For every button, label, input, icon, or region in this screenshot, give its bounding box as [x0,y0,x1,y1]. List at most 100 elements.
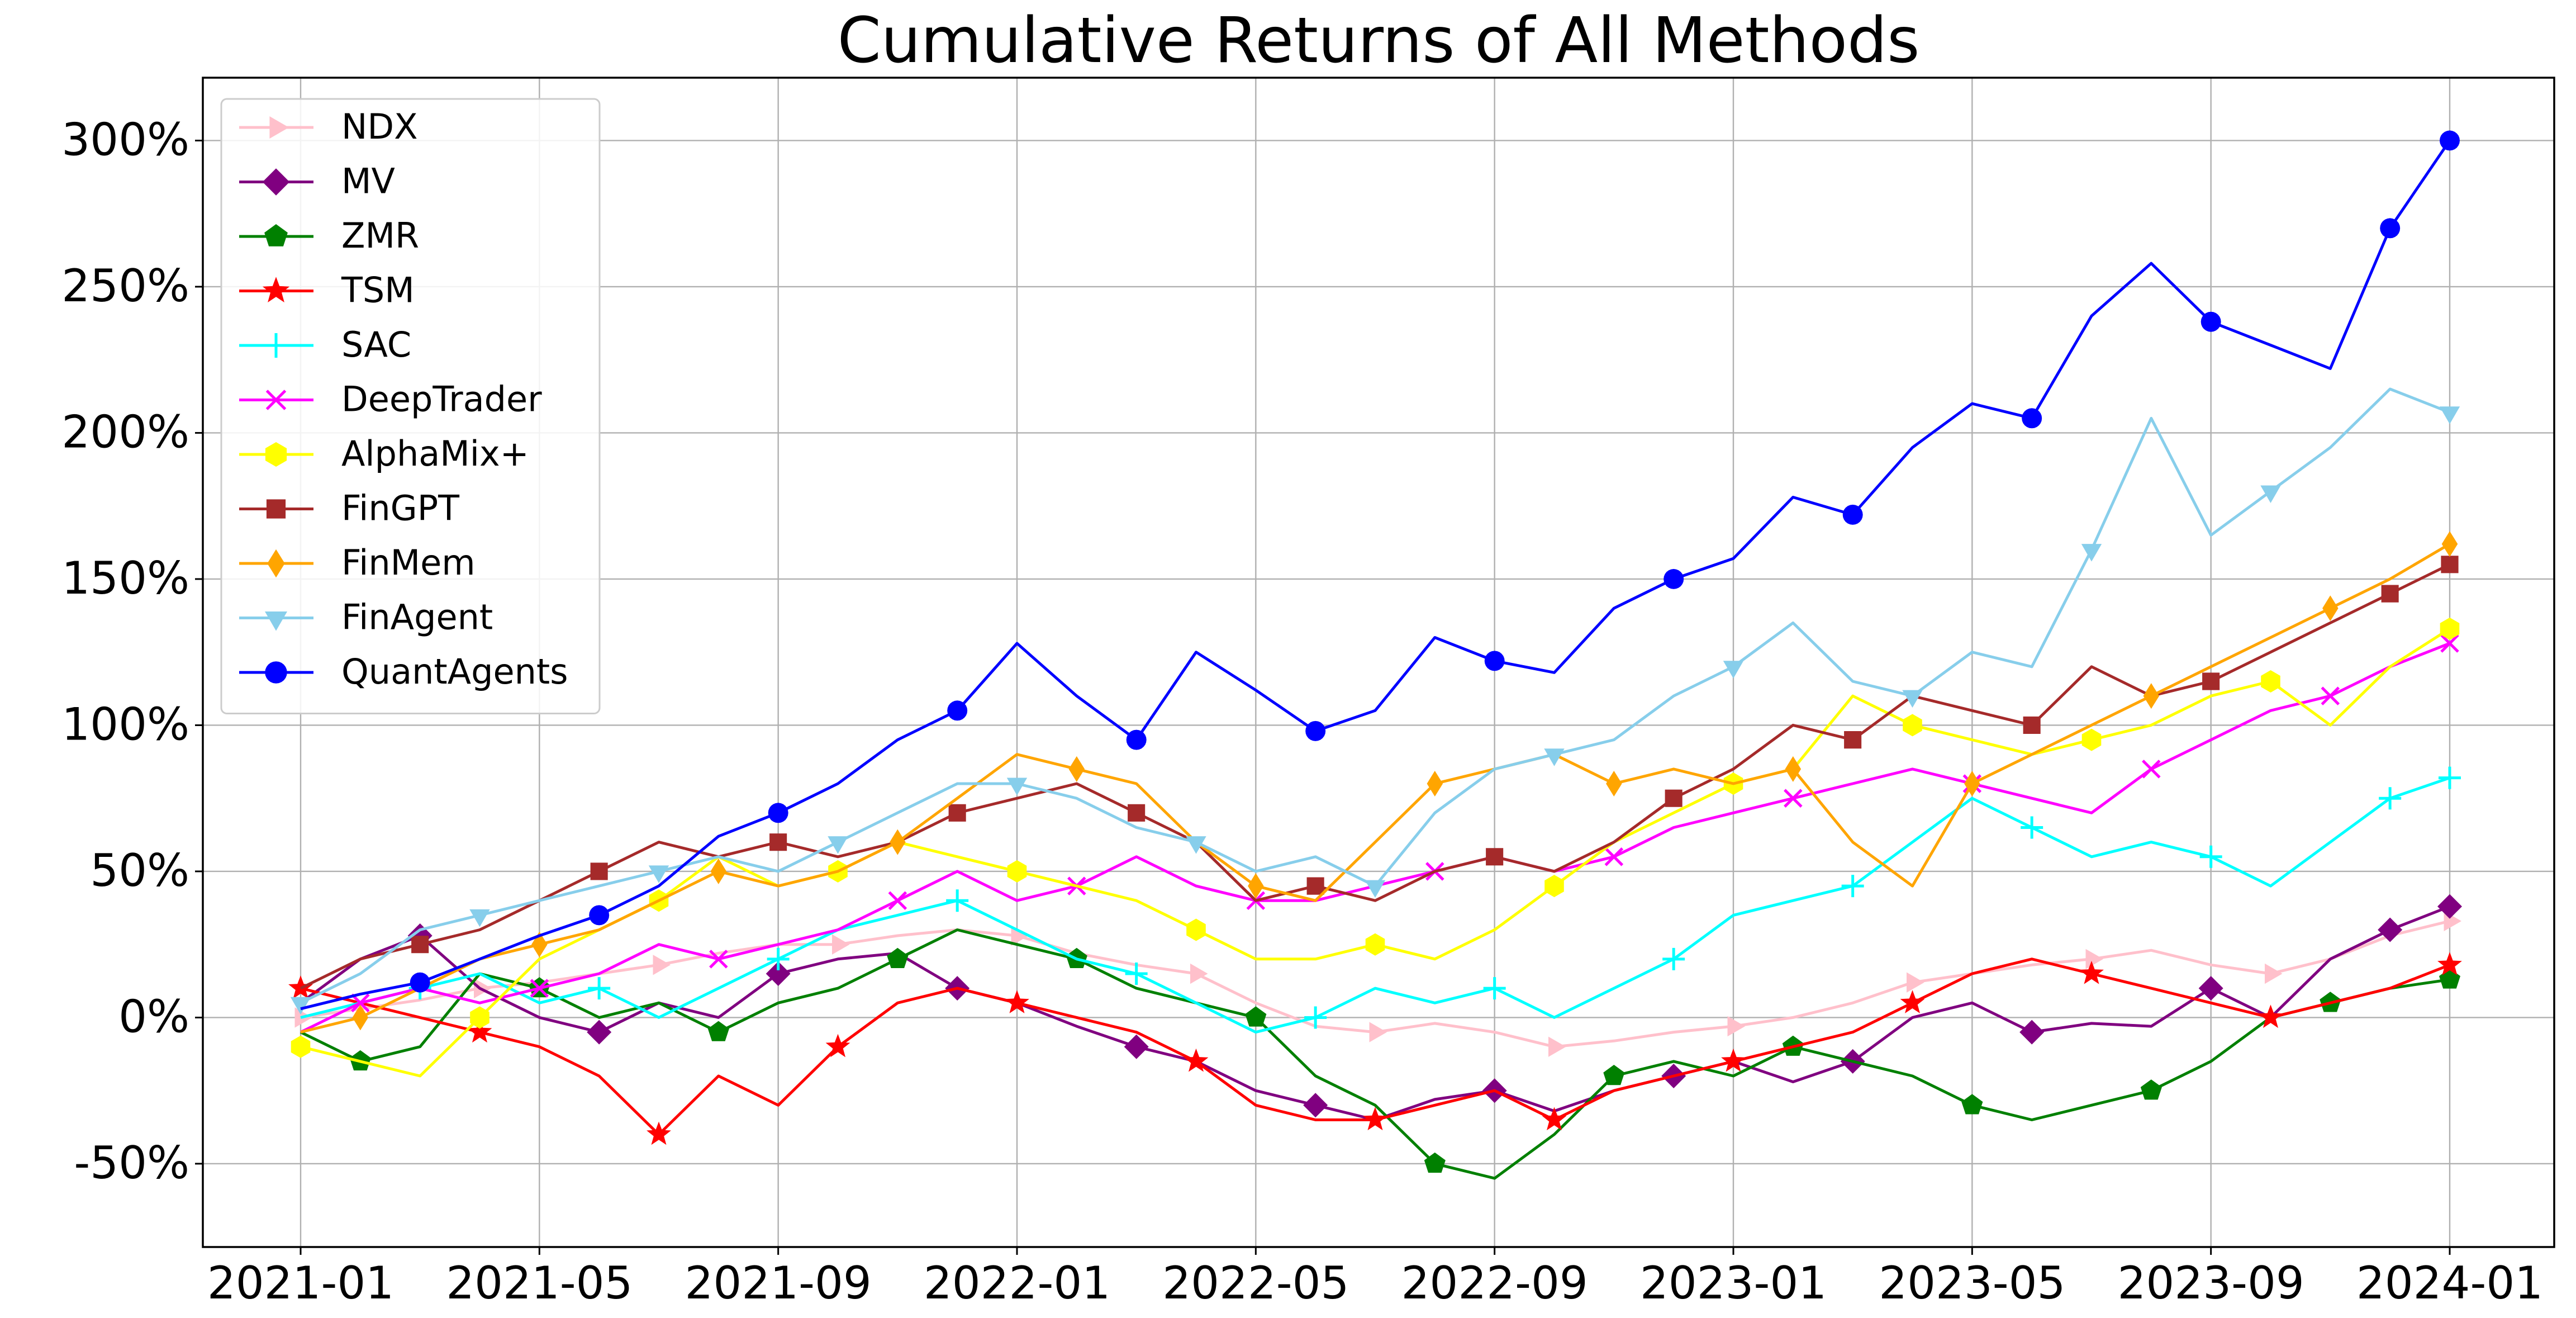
point [2379,787,2402,810]
point [2079,961,2104,984]
point [290,997,311,1015]
point [2019,1020,2045,1045]
point [352,1004,369,1031]
point [1665,789,1683,807]
point [291,1035,311,1058]
y-tick-label: 50% [90,845,189,897]
point [948,804,966,822]
point [1365,933,1385,956]
point [2321,686,2340,705]
legend-marker [265,390,287,410]
point [1486,848,1504,866]
point [1903,714,1922,737]
point [2023,716,2041,734]
legend-label: ZMR [341,215,419,256]
point [1427,771,1443,797]
legend: NDX MV ZMR TSM SAC DeepTrader AlphaMix+ FinGPT F… [220,98,601,714]
point [410,972,430,993]
x-tick-label: 2022-01 [924,1257,1110,1309]
point [1007,860,1027,883]
point [2081,544,2102,562]
point [1365,880,1386,898]
point [1964,771,1980,797]
point [1184,1048,1209,1072]
point [2202,672,2220,690]
point [2261,670,2280,693]
point [1721,1048,1746,1072]
point [888,891,907,911]
legend-label: NDX [341,106,418,147]
x-tick-label: 2024-01 [2356,1257,2543,1309]
legend-label: TSM [341,270,415,311]
point [1662,947,1685,970]
point [2439,766,2461,789]
series [300,531,2458,1034]
point [1548,1036,1566,1057]
legend-marker [269,116,289,139]
point [2143,683,2160,709]
point [828,836,848,854]
point [767,947,790,970]
point [710,858,727,884]
legend-label: FinMem [341,542,476,583]
legend-marker [264,224,288,246]
line [300,776,2450,1034]
legend-label: QuantAgents [341,651,568,692]
point [1723,661,1744,679]
point [590,862,608,880]
point [2142,760,2161,779]
point [2085,949,2103,969]
plot-frame [202,77,2555,1248]
point [1842,504,1863,525]
point [1125,962,1148,985]
legend-marker [267,549,285,578]
point [2378,917,2403,942]
point [1544,748,1565,766]
line [300,563,2451,990]
point [1245,1006,1267,1027]
point [2198,976,2223,1001]
point [1907,972,1924,993]
point [1303,1093,1328,1118]
point [1841,875,1864,898]
point [1484,651,1505,671]
point [469,909,490,927]
point [1785,756,1802,782]
series [288,952,2462,1145]
legend-label: FinAgent [341,597,493,638]
x-tick-label: 2023-05 [1879,1257,2065,1309]
point [2440,617,2460,640]
x-tick-label: 2023-01 [1640,1257,1827,1309]
point [2441,556,2459,573]
point [825,1033,850,1058]
point [2437,952,2462,975]
legend-marker [266,499,286,519]
point [890,829,906,855]
point [887,947,909,968]
point [2022,408,2042,429]
point [1902,690,1923,708]
point [2199,845,2222,868]
point [707,1021,729,1041]
point [587,1020,612,1045]
point [1544,875,1564,898]
series [290,387,2460,1015]
point [1784,789,1803,808]
point [1369,1022,1387,1042]
line [300,928,2450,1180]
x-tick-label: 2022-05 [1162,1257,1349,1309]
point [709,950,728,969]
point [2381,585,2399,603]
point [2140,1079,2162,1100]
point [1304,1006,1327,1029]
point [1363,1107,1387,1131]
x-tick-label: 2021-01 [207,1257,394,1309]
point [1305,720,1326,741]
point [2260,485,2281,503]
legend-label: SAC [341,324,411,365]
point [1124,1034,1149,1059]
x-tick-label: 2023-09 [2118,1257,2304,1309]
legend-marker [264,333,288,358]
point [1961,1094,1983,1115]
point [1186,918,1206,941]
